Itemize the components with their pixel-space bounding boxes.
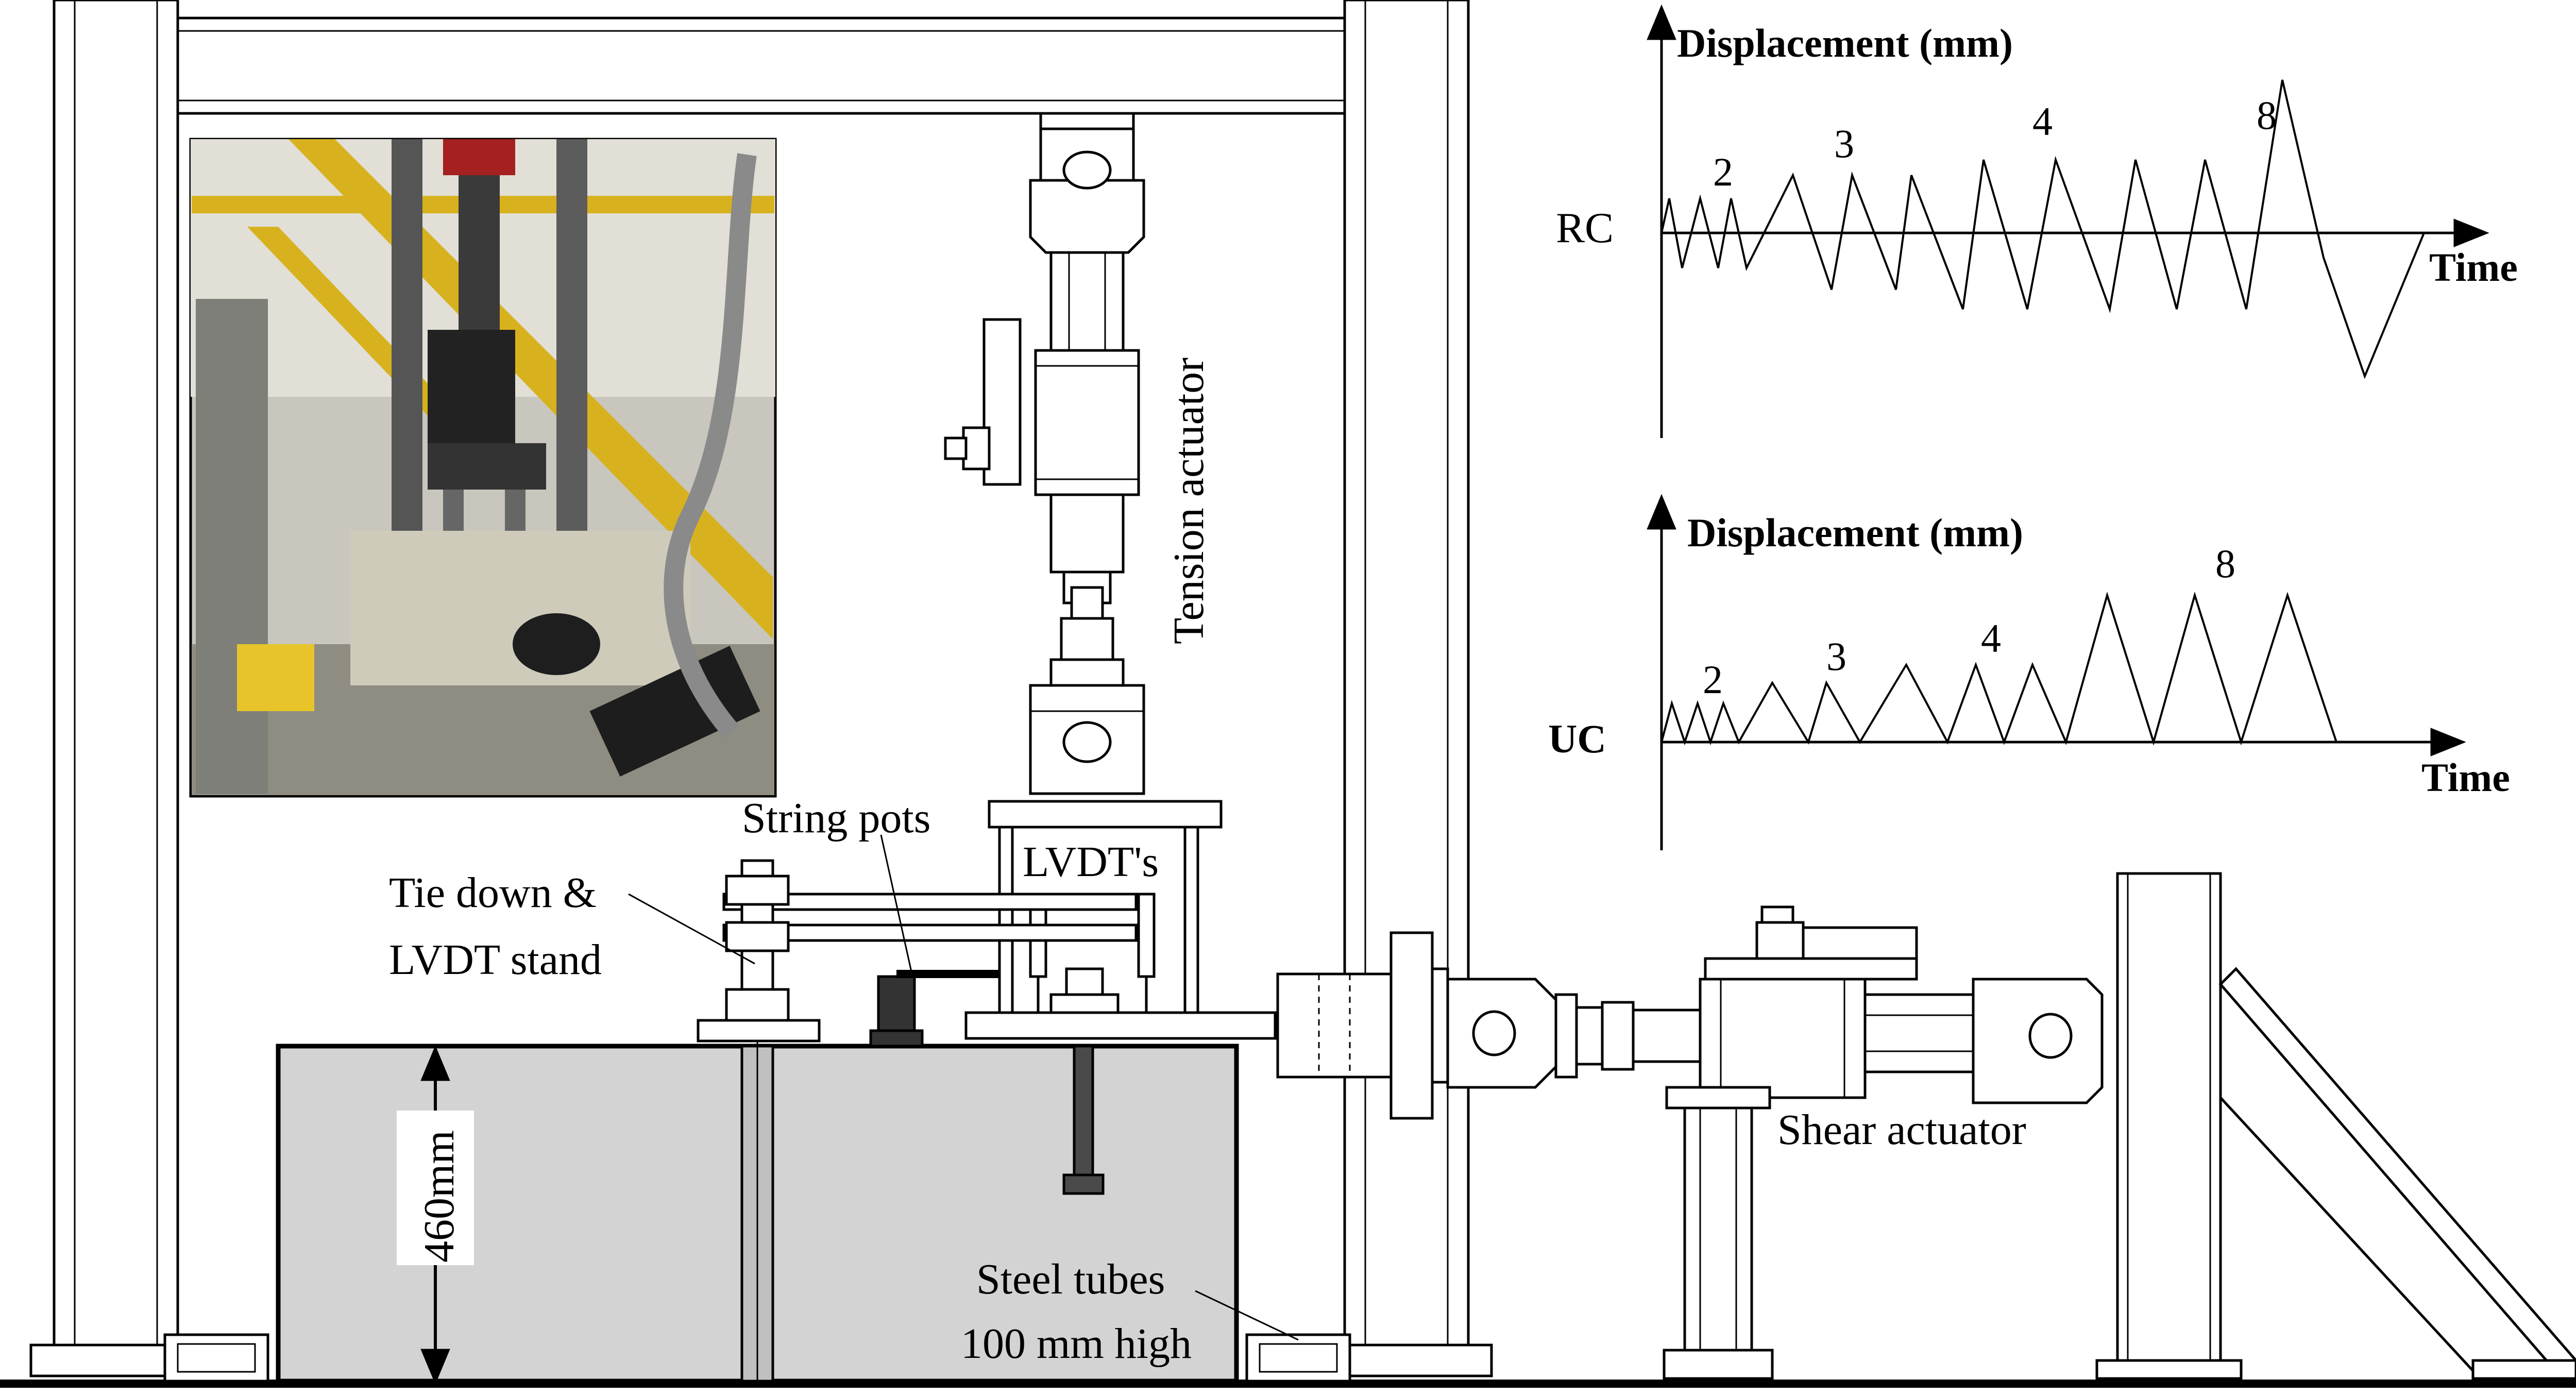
string-pot (869, 970, 999, 1048)
uc-series-label: UC (1548, 716, 1606, 761)
tie-down-rod (697, 859, 821, 1043)
rc-x-axis-label: Time (2429, 245, 2518, 290)
tie-down-leader (628, 893, 755, 965)
tie-down-label-line1: Tie down & (389, 869, 597, 917)
uc-cycle-label-4: 4 (1981, 616, 2001, 661)
dimension-460 (397, 1045, 474, 1385)
rc-cycle-label-8: 8 (2257, 93, 2277, 138)
lvdts-label: LVDT's (1023, 838, 1159, 886)
shear-actuator-label: Shear actuator (1777, 1106, 2026, 1154)
steel-tubes-label-line1: Steel tubes (976, 1255, 1165, 1303)
uc-chart (1647, 494, 2466, 850)
lvdt-stand (722, 800, 1277, 1040)
uc-cycle-label-8: 8 (2215, 541, 2235, 586)
rc-series-label: RC (1556, 204, 1614, 252)
rc-cycle-label-4: 4 (2032, 99, 2053, 144)
shear-link (1274, 931, 1702, 1120)
rc-cycle-label-3: 3 (1834, 121, 1854, 166)
string-pot-leader (880, 834, 913, 974)
right-reaction-column (2095, 872, 2576, 1380)
uc-loading-history (1660, 592, 2337, 746)
rc-chart (1647, 4, 2489, 438)
uc-cycle-label-2: 2 (1703, 657, 1723, 702)
dimension-label: 460mm (415, 1130, 463, 1263)
rc-loading-history (1660, 79, 2425, 379)
shear-actuator (1663, 905, 2104, 1380)
steel-tubes (163, 1333, 1351, 1383)
rc-cycle-label-2: 2 (1713, 149, 1733, 194)
uc-cycle-label-3: 3 (1826, 634, 1846, 679)
uc-y-axis-label: Displacement (mm) (1687, 510, 2023, 555)
steel-tube-leader (1195, 1290, 1299, 1341)
string-pots-label: String pots (742, 794, 930, 842)
tension-actuator-label: Tension actuator (1165, 358, 1213, 644)
tie-down-label-line2: LVDT stand (389, 936, 602, 984)
lab-photo-inset (189, 138, 777, 798)
uc-x-axis-label: Time (2421, 755, 2510, 800)
tension-actuator (944, 112, 1145, 795)
rc-y-axis-label: Displacement (mm) (1677, 21, 2013, 65)
steel-tubes-label-line2: 100 mm high (961, 1320, 1192, 1368)
